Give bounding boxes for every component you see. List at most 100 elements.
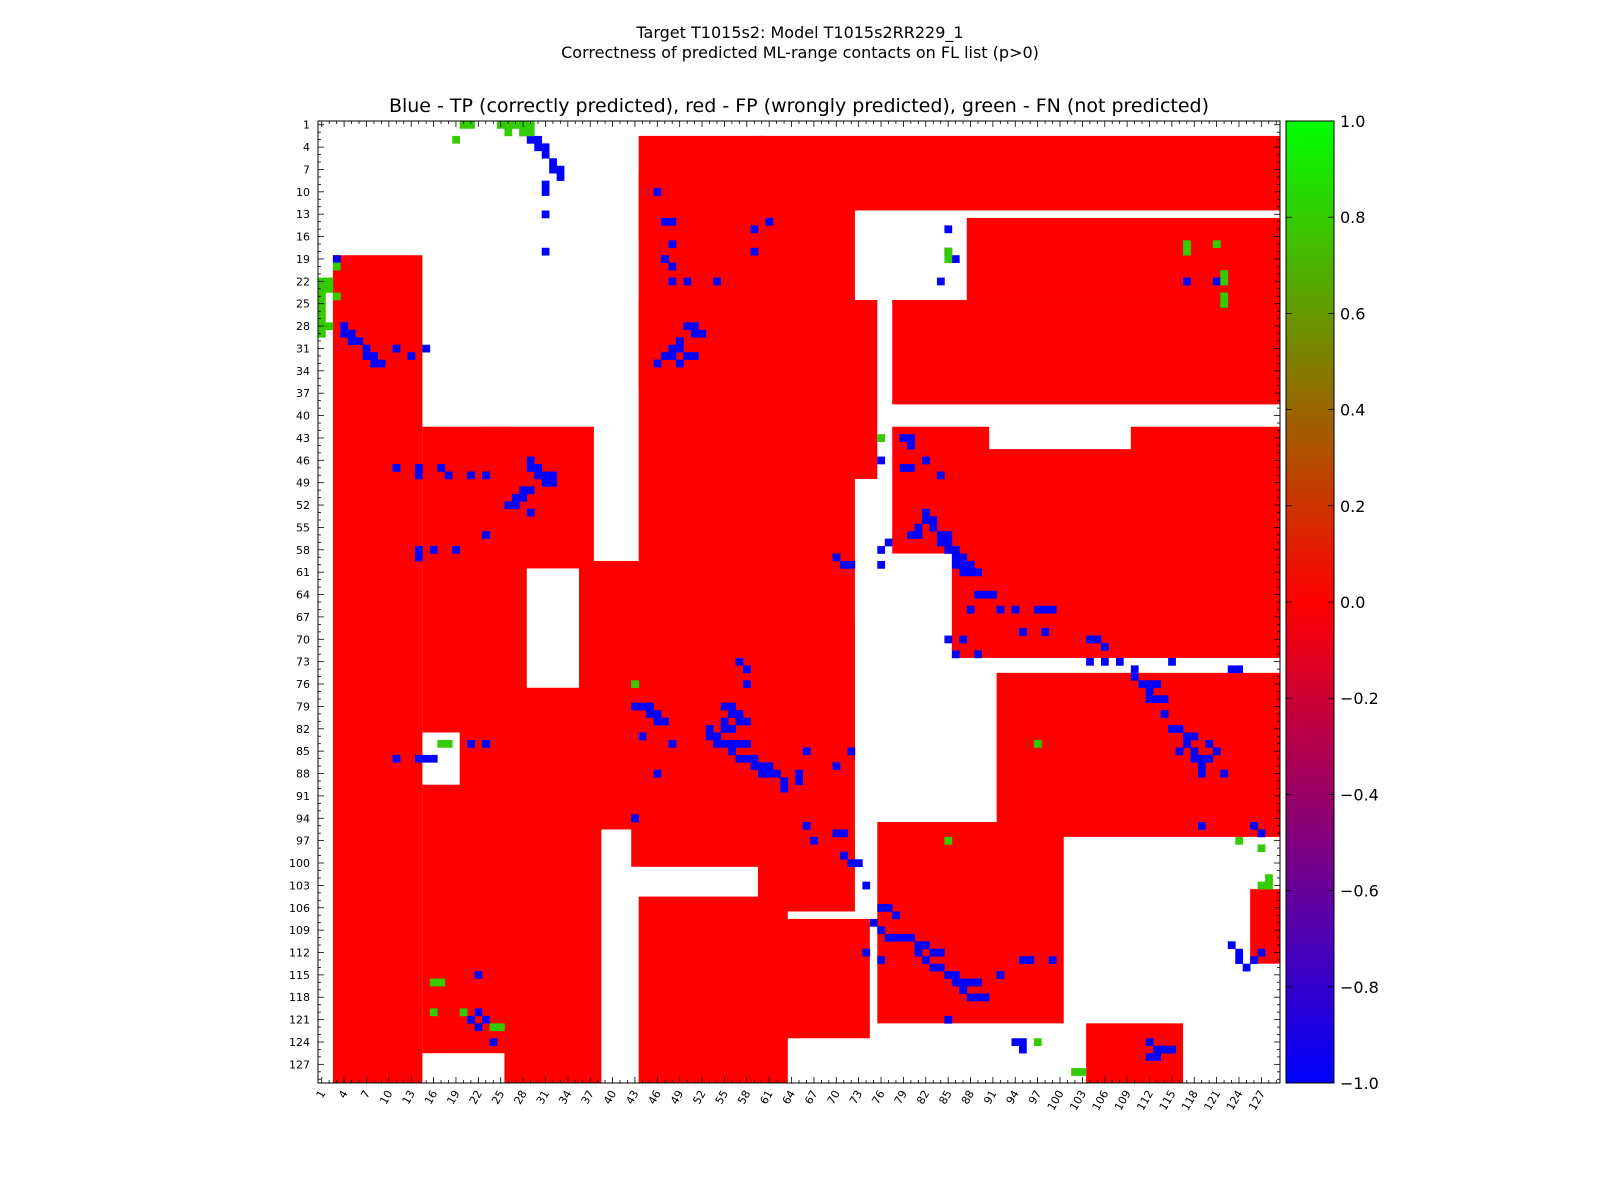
tp-cell bbox=[877, 926, 886, 935]
fn-cell bbox=[325, 285, 334, 293]
tp-cell bbox=[474, 971, 483, 979]
tp-cell bbox=[668, 344, 677, 353]
tp-cell bbox=[705, 725, 714, 733]
tp-cell bbox=[1220, 769, 1229, 778]
tp-cell bbox=[407, 352, 416, 360]
tp-cell bbox=[377, 359, 386, 368]
tp-cell bbox=[951, 971, 960, 979]
tp-cell bbox=[1018, 1038, 1027, 1047]
tp-cell bbox=[772, 769, 781, 778]
tp-cell bbox=[713, 739, 721, 748]
tp-cell bbox=[556, 165, 565, 174]
fn-cell bbox=[437, 739, 446, 748]
x-tick-label: 127 bbox=[1246, 1088, 1268, 1113]
y-tick-label: 61 bbox=[296, 566, 310, 579]
y-tick-label: 58 bbox=[296, 544, 310, 557]
tp-cell bbox=[668, 739, 677, 748]
x-tick-label: 34 bbox=[556, 1088, 574, 1107]
y-tick-label: 127 bbox=[289, 1058, 310, 1071]
fn-cell bbox=[459, 121, 468, 129]
tp-cell bbox=[735, 754, 744, 763]
tp-cell bbox=[534, 464, 543, 472]
tp-cell bbox=[452, 546, 460, 554]
tp-cell bbox=[929, 948, 938, 957]
tp-cell bbox=[944, 971, 953, 979]
tp-cell bbox=[1033, 605, 1042, 614]
tp-cell bbox=[877, 546, 886, 554]
tp-cell bbox=[549, 471, 557, 480]
y-tick-label: 25 bbox=[296, 298, 310, 311]
tp-cell bbox=[936, 277, 945, 286]
fn-cell bbox=[444, 739, 453, 748]
tp-cell bbox=[780, 777, 789, 786]
tp-cell bbox=[884, 538, 893, 547]
tp-cell bbox=[332, 255, 341, 263]
tp-cell bbox=[362, 352, 371, 360]
tp-cell bbox=[541, 471, 550, 480]
tp-cell bbox=[974, 590, 983, 599]
fn-cell bbox=[325, 322, 334, 331]
tp-cell bbox=[541, 478, 550, 487]
y-tick-label: 67 bbox=[296, 611, 310, 624]
tp-cell bbox=[1048, 605, 1057, 614]
tp-cell bbox=[661, 717, 669, 726]
tp-cell bbox=[959, 560, 968, 569]
y-tick-label: 124 bbox=[289, 1036, 310, 1049]
y-tick-label: 76 bbox=[296, 678, 310, 691]
tp-cell bbox=[526, 486, 535, 495]
x-tick-label: 76 bbox=[869, 1088, 887, 1107]
figure-title-line-1: Target T1015s2: Model T1015s2RR229_1 bbox=[636, 23, 964, 42]
y-tick-label: 112 bbox=[289, 946, 310, 959]
tp-cell bbox=[959, 553, 968, 562]
tp-cell bbox=[907, 531, 915, 539]
tp-cell bbox=[646, 702, 654, 711]
tp-cell bbox=[914, 523, 923, 532]
tp-cell bbox=[922, 956, 930, 964]
fp-cells-layer bbox=[332, 135, 1280, 1083]
tp-cell bbox=[944, 538, 953, 547]
tp-cell bbox=[675, 344, 684, 353]
tp-cell bbox=[922, 456, 930, 465]
tp-cell bbox=[907, 464, 915, 472]
tp-cell bbox=[653, 717, 662, 726]
x-tick-label: 25 bbox=[489, 1088, 507, 1107]
tp-cell bbox=[899, 434, 908, 442]
tp-cell bbox=[884, 933, 893, 942]
y-tick-label: 22 bbox=[296, 275, 310, 288]
fn-cell bbox=[1033, 1038, 1042, 1047]
tp-cell bbox=[720, 725, 729, 733]
tp-cell bbox=[907, 434, 915, 442]
tp-cell bbox=[429, 754, 438, 763]
fn-cell bbox=[1220, 277, 1229, 286]
tp-cell bbox=[929, 963, 938, 972]
fn-cell bbox=[526, 128, 535, 137]
tp-cell bbox=[929, 523, 938, 532]
fn-cell bbox=[318, 292, 326, 301]
tp-cell bbox=[959, 635, 968, 644]
tp-cell bbox=[1018, 1045, 1027, 1054]
tp-cell bbox=[340, 322, 349, 331]
tp-cell bbox=[936, 531, 945, 539]
tp-cell bbox=[422, 344, 431, 353]
x-tick-label: 13 bbox=[400, 1088, 418, 1107]
plot-title: Blue - TP (correctly predicted), red - F… bbox=[388, 95, 1210, 117]
fn-cell bbox=[1220, 292, 1229, 301]
tp-cell bbox=[347, 337, 356, 346]
tp-cell bbox=[526, 508, 535, 517]
tp-cell bbox=[892, 933, 900, 942]
tp-cell bbox=[914, 948, 923, 957]
tp-cell bbox=[1235, 948, 1244, 957]
tp-cell bbox=[1250, 956, 1258, 964]
tp-cell bbox=[1212, 277, 1221, 286]
tp-cell bbox=[1018, 956, 1027, 964]
tp-cell bbox=[526, 464, 535, 472]
tp-cell bbox=[944, 531, 953, 539]
tp-cell bbox=[1205, 754, 1214, 763]
y-tick-label: 55 bbox=[296, 521, 310, 534]
tp-cell bbox=[1257, 829, 1266, 838]
tp-cell bbox=[884, 904, 893, 912]
tp-cell bbox=[996, 605, 1005, 614]
tp-cell bbox=[638, 732, 647, 741]
fn-cell bbox=[332, 292, 341, 301]
tp-cell bbox=[482, 739, 490, 748]
